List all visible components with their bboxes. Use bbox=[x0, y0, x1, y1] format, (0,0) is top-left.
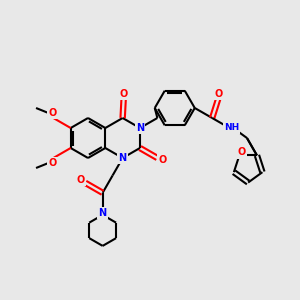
Text: O: O bbox=[76, 175, 84, 185]
Text: O: O bbox=[119, 89, 128, 99]
Text: N: N bbox=[99, 208, 107, 218]
Text: O: O bbox=[48, 158, 56, 168]
Text: NH: NH bbox=[224, 124, 239, 133]
Text: N: N bbox=[118, 153, 127, 163]
Text: O: O bbox=[214, 89, 222, 99]
Text: O: O bbox=[48, 108, 56, 118]
Text: O: O bbox=[158, 155, 166, 165]
Text: N: N bbox=[136, 123, 144, 133]
Text: O: O bbox=[237, 147, 245, 158]
